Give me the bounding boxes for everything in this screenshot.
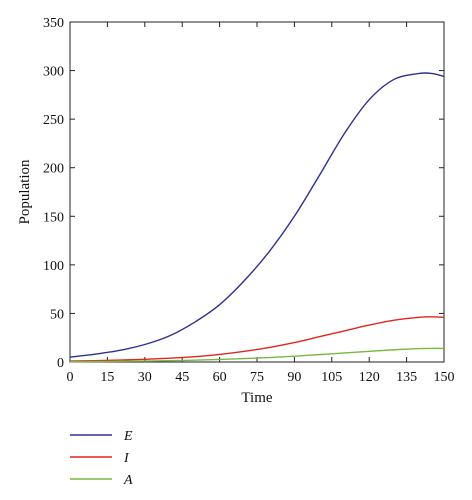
- y-tick-label: 100: [43, 259, 64, 274]
- y-tick-label: 50: [50, 307, 64, 322]
- x-tick-label: 60: [213, 370, 227, 385]
- legend-label-A: A: [123, 473, 133, 488]
- series-line-I: [69, 316, 445, 362]
- x-tick-label: 75: [250, 370, 264, 385]
- x-tick-label: 15: [100, 370, 114, 385]
- series-lines: [69, 72, 445, 363]
- x-tick-label: 150: [434, 370, 455, 385]
- legend: EIA: [70, 429, 133, 488]
- y-tick-label: 150: [43, 210, 64, 225]
- x-tick-label: 30: [138, 370, 152, 385]
- plot-frame: [69, 21, 445, 363]
- legend-label-I: I: [123, 451, 130, 466]
- series-line-E: [69, 72, 445, 358]
- y-tick-label: 350: [43, 16, 64, 31]
- x-axis-title: Time: [241, 390, 272, 406]
- x-tick-label: 105: [321, 370, 342, 385]
- x-tick-label: 0: [67, 370, 74, 385]
- legend-label-E: E: [123, 429, 133, 444]
- y-tick-label: 200: [43, 162, 64, 177]
- x-tick-label: 120: [359, 370, 380, 385]
- y-tick-label: 250: [43, 113, 64, 128]
- x-tick-label: 90: [287, 370, 301, 385]
- y-tick-label: 300: [43, 65, 64, 80]
- tick-labels: 0 15 30 45 60 75 90 105 120 135 150 0 50 100 150 200 250…: [43, 16, 455, 385]
- y-tick-label: 0: [57, 356, 64, 371]
- x-tick-label: 135: [396, 370, 417, 385]
- series-line-A: [69, 347, 445, 363]
- y-axis-title: Population: [17, 159, 33, 225]
- axis-ticks: [69, 21, 445, 363]
- x-tick-label: 45: [175, 370, 189, 385]
